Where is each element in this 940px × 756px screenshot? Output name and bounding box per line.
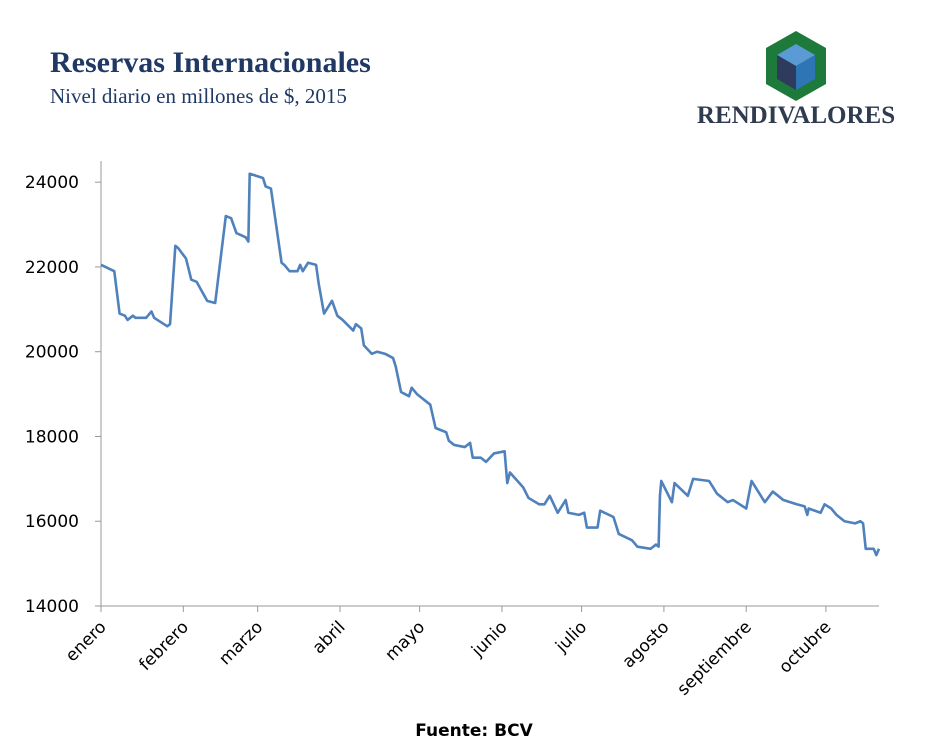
x-tick-label: marzo — [215, 617, 267, 669]
y-tick-label: 18000 — [25, 427, 79, 447]
logo — [766, 31, 826, 101]
y-tick-label: 16000 — [25, 512, 79, 532]
brand: RENDIVALORES — [697, 102, 895, 129]
x-tick-label: febrero — [135, 617, 193, 675]
x-tick-label: julio — [551, 617, 591, 657]
x-tick-label: septiembre — [673, 617, 755, 699]
chart-subtitle: Nivel diario en millones de $, 2015 — [50, 84, 347, 108]
x-tick-label: enero — [62, 617, 111, 666]
y-tick-label: 20000 — [25, 343, 79, 363]
data-line — [100, 172, 881, 557]
logo-cube-right — [796, 55, 815, 90]
x-tick-label: mayo — [381, 617, 429, 665]
y-tick-label: 24000 — [25, 173, 79, 193]
logo-cube-left — [777, 55, 796, 90]
y-tick-label: 14000 — [25, 597, 79, 617]
source: Fuente: BCV — [415, 721, 533, 741]
y-tick-label: 22000 — [25, 258, 79, 278]
x-tick-label: junio — [467, 617, 511, 661]
x-tick-label: octubre — [775, 617, 835, 677]
chart-title: Reservas Internacionales — [50, 46, 371, 79]
x-tick-label: agosto — [619, 617, 674, 672]
x-tick-label: abril — [309, 617, 350, 658]
